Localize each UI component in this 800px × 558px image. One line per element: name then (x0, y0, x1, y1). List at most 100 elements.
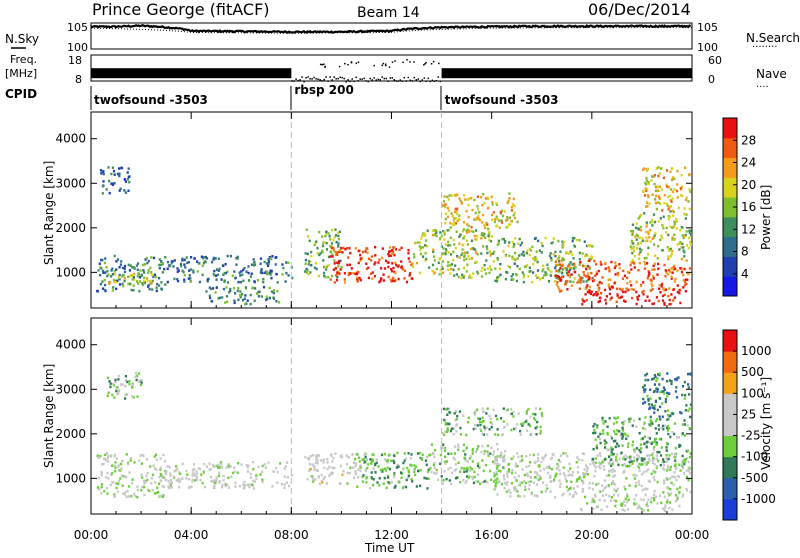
velocity-cell (635, 482, 638, 485)
velocity-cell (568, 488, 571, 491)
power-cell (613, 281, 616, 285)
power-cell (443, 204, 446, 208)
velocity-cell (689, 490, 692, 494)
power-cell (578, 258, 581, 261)
power-cell (307, 263, 310, 266)
power-cell (646, 262, 649, 265)
velocity-cell (519, 481, 522, 484)
velocity-cell (637, 504, 640, 508)
velocity-cell (625, 493, 629, 496)
power-cell (646, 239, 649, 242)
velocity-cell (487, 454, 490, 457)
velocity-cell (643, 421, 646, 425)
power-cell (639, 228, 643, 232)
velocity-cell (653, 478, 656, 482)
power-cell (446, 206, 450, 210)
noise-left-tick-label: 100 (67, 41, 88, 54)
power-cell (542, 268, 545, 271)
power-cell (441, 267, 444, 270)
power-cell (501, 214, 505, 218)
power-cell (121, 266, 124, 270)
power-cell (590, 290, 593, 293)
velocity-cell (112, 384, 116, 387)
velocity-cell (145, 458, 149, 461)
velocity-cell (633, 477, 636, 480)
velocity-cell (146, 478, 149, 482)
power-cell (683, 283, 686, 287)
power-cell (639, 250, 642, 254)
power-cell (484, 223, 487, 226)
power-cell (657, 189, 660, 192)
power-cell (143, 279, 146, 283)
power-cell (258, 290, 261, 293)
power-cell (566, 273, 569, 277)
power-cell (626, 270, 629, 274)
velocity-cell (656, 408, 659, 412)
velocity-cell (603, 479, 607, 482)
power-cell (189, 277, 192, 280)
velocity-cell (457, 461, 460, 464)
power-cell (471, 257, 474, 260)
power-cell (497, 242, 500, 245)
power-cell (468, 276, 471, 279)
power-cell (151, 288, 154, 291)
velocity-cell (404, 457, 408, 461)
velocity-cell (525, 465, 528, 468)
velocity-cell (668, 392, 671, 395)
power-cell (328, 255, 331, 259)
velocity-cell (159, 474, 162, 478)
velocity-cell (648, 406, 652, 409)
power-cell (270, 269, 273, 273)
velocity-cell (576, 456, 579, 459)
velocity-cell (658, 415, 661, 418)
velocity-cell (416, 452, 420, 455)
velocity-cell (134, 375, 137, 379)
power-cell (665, 169, 669, 172)
power-cell (155, 286, 158, 289)
velocity-cell (497, 469, 501, 473)
power-cell (442, 247, 445, 250)
velocity-cell (499, 470, 502, 473)
velocity-cell (664, 398, 667, 401)
velocity-cell (286, 481, 289, 484)
velocity-colorbar-tick-label: -1000 (741, 492, 776, 506)
power-cell (564, 283, 567, 286)
power-cell (446, 215, 450, 219)
power-cell (621, 277, 624, 280)
power-cell (669, 247, 672, 251)
velocity-cell (677, 376, 680, 379)
power-cell (456, 255, 459, 258)
power-cell (479, 195, 483, 199)
power-cell (492, 252, 495, 255)
velocity-cell (656, 480, 659, 484)
power-cell (444, 205, 447, 209)
power-cell (322, 259, 325, 262)
power-cell (671, 238, 674, 241)
power-cell (680, 257, 683, 261)
power-colorbar-label: Power [dB] (759, 185, 773, 250)
power-cell (160, 260, 163, 263)
power-cell (313, 243, 316, 247)
velocity-cell (449, 466, 452, 469)
power-cell (156, 283, 159, 286)
velocity-cell (687, 409, 690, 412)
velocity-cell (313, 466, 316, 469)
velocity-cell (420, 457, 423, 460)
power-cell (378, 258, 381, 261)
velocity-cell (654, 375, 657, 379)
velocity-cell (666, 498, 669, 502)
velocity-cell (564, 474, 567, 477)
power-cell (364, 250, 367, 253)
power-cell (229, 289, 232, 292)
power-cell (511, 240, 514, 244)
power-cell (356, 280, 359, 283)
power-cell (307, 235, 310, 238)
velocity-cell (476, 448, 479, 451)
velocity-cell (398, 481, 401, 484)
velocity-cell (382, 482, 385, 485)
velocity-cell (559, 454, 563, 457)
power-cell (673, 220, 676, 224)
power-cell (114, 280, 117, 284)
power-cell (465, 209, 468, 213)
power-cell (637, 294, 641, 298)
